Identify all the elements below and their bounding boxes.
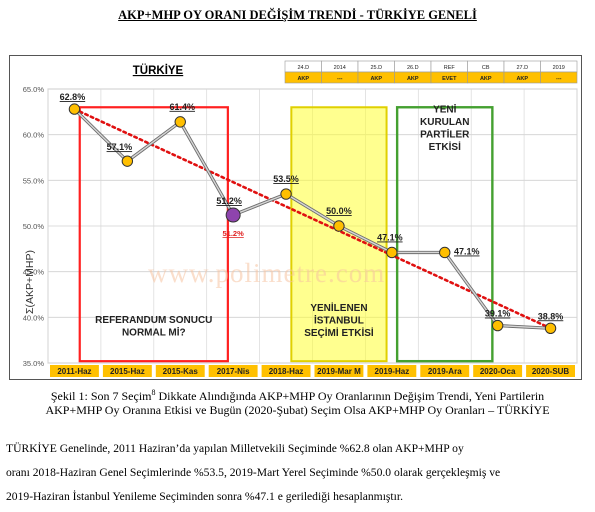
x-tick-bg: [102, 365, 152, 377]
y-tick-label: 60.0%: [23, 131, 45, 140]
box-label: REFERANDUM SONUCU: [95, 315, 212, 326]
header-year: CB: [482, 65, 490, 71]
data-label: 62.8%: [60, 92, 86, 102]
header-winner: ---: [556, 76, 562, 82]
chart-title: TÜRKİYE: [133, 64, 184, 77]
data-label: 38.8%: [538, 311, 564, 321]
header-winner: ---: [337, 76, 343, 82]
box-label: İSTANBUL: [314, 313, 364, 326]
box-label: YENİLENEN: [310, 301, 367, 314]
caption-footnote: 8: [151, 388, 156, 397]
y-tick-label: 55.0%: [23, 176, 45, 185]
header-winner: AKP: [407, 76, 419, 82]
data-point: [439, 246, 451, 259]
box-label: YENİ: [433, 103, 457, 116]
data-point: [544, 322, 557, 334]
x-tick-bg: [50, 365, 99, 377]
figure-caption: Şekil 1: Son 7 Seçim8 Dikkate Alındığınd…: [6, 386, 589, 417]
data-label: 53.5%: [273, 174, 299, 184]
y-tick-label: 45.0%: [23, 268, 45, 277]
header-year: 25.D: [370, 65, 382, 71]
x-tick-bg: [420, 365, 470, 377]
paragraph-line: 2019-Haziran İstanbul Yenileme Seçiminde…: [6, 490, 403, 503]
x-tick-bg: [208, 365, 258, 377]
x-tick-bg: [367, 365, 417, 377]
data-point: [491, 319, 504, 332]
data-label: 57.1%: [107, 142, 133, 152]
paragraph-line: oranı 2018-Haziran Genel Seçimlerinde %5…: [6, 466, 501, 479]
header-winner: AKP: [370, 76, 382, 82]
caption-line-2: AKP+MHP Oy Oranına Etkisi ve Bugün (2020…: [45, 403, 550, 417]
caption-line-1: Şekil 1: Son 7 Seçim8 Dikkate Alındığınd…: [50, 388, 545, 403]
x-tick-label: 2019-Haz: [375, 367, 410, 376]
istanbul-box: [290, 106, 388, 363]
x-tick-label: 2020-SUB: [532, 367, 570, 376]
x-tick-bg: [314, 365, 364, 377]
header-year: REF: [444, 65, 456, 71]
x-tick-label: 2019-Ara: [428, 367, 462, 376]
y-tick-label: 35.0%: [23, 359, 45, 368]
header-year: 26.D: [407, 65, 419, 71]
data-label: 47.1%: [454, 246, 480, 256]
box-label: ETKİSİ: [429, 140, 461, 153]
header-winner: EVET: [442, 76, 457, 82]
data-label: 39.1%: [485, 309, 511, 319]
data-point: [333, 220, 345, 232]
y-axis-label: Σ(AKP+MHP): [24, 250, 36, 314]
header-winner: AKP: [297, 76, 309, 82]
header-winner: AKP: [516, 76, 528, 82]
page-title: AKP+MHP OY ORANI DEĞİŞİM TRENDİ - TÜRKİY…: [118, 8, 477, 22]
x-tick-label: 2019-Mar M: [317, 367, 361, 376]
data-point: [121, 155, 134, 167]
x-tick-label: 2017-Nis: [217, 367, 250, 376]
header-cell: [540, 71, 578, 84]
new-parties-box: [395, 106, 494, 363]
data-label: 47.1%: [377, 232, 403, 242]
watermark: www.polimetre.com: [148, 258, 385, 288]
chart-frame: REFERANDUM SONUCU NORMAL Mİ? YENİLENEN İSTA…: [9, 55, 582, 380]
data-label: 50.0%: [326, 206, 352, 216]
x-tick-label: 2015-Kas: [163, 367, 199, 376]
data-point: [280, 188, 292, 200]
box-label: SEÇİMİ ETKİSİ: [304, 326, 374, 339]
series-line-inner: [73, 108, 551, 329]
x-tick-bg: [261, 365, 311, 377]
data-point: [174, 116, 186, 128]
x-tick-bg: [526, 365, 575, 377]
data-label: 51.2%: [216, 196, 242, 206]
box-label: NORMAL Mİ?: [122, 325, 186, 338]
data-point: [225, 207, 241, 223]
paragraph-line: TÜRKİYE Genelinde, 2011 Haziran’da yapıl…: [6, 442, 464, 455]
header-table: 24.D 2014 25.D 26.D REF CB 27.D 2019 AKP --- AKP AK…: [284, 60, 578, 84]
axes: 35.0% 40.0% 45.0% 50.0% 55.0% 60.0% 65.0% 2011-…: [23, 85, 575, 377]
data-point: [68, 103, 81, 115]
series-line: [68, 103, 557, 334]
trend-line: [73, 107, 552, 330]
header-year: 2019: [553, 65, 565, 71]
referendum-box: [78, 106, 229, 363]
data-label-special: 51.2%: [223, 229, 245, 238]
data-label: 61.4%: [169, 102, 195, 112]
y-tick-label: 65.0%: [23, 85, 45, 94]
y-tick-label: 40.0%: [23, 313, 45, 322]
x-tick-label: 2020-Oca: [480, 367, 516, 376]
x-tick-bg: [155, 365, 205, 377]
y-tick-label: 50.0%: [23, 222, 45, 231]
box-label: PARTİLER: [420, 128, 470, 141]
box-label: KURULAN: [420, 117, 469, 128]
x-tick-label: 2011-Haz: [57, 367, 91, 376]
data-labels: 62.8% 57.1% 61.4% 51.2% 53.5% 50.0% 47.1% 47.1%…: [60, 92, 564, 321]
x-tick-label: 2018-Haz: [269, 367, 304, 376]
trend-line-segment: [73, 107, 552, 330]
header-year: 27.D: [516, 65, 528, 71]
x-tick-label: 2015-Haz: [110, 367, 145, 376]
header-year: 24.D: [297, 65, 309, 71]
body-paragraph: TÜRKİYE Genelinde, 2011 Haziran’da yapıl…: [6, 437, 589, 509]
header-winner: AKP: [480, 76, 492, 82]
header-year: 2014: [334, 65, 346, 71]
x-tick-bg: [473, 365, 523, 377]
data-point: [386, 246, 398, 259]
